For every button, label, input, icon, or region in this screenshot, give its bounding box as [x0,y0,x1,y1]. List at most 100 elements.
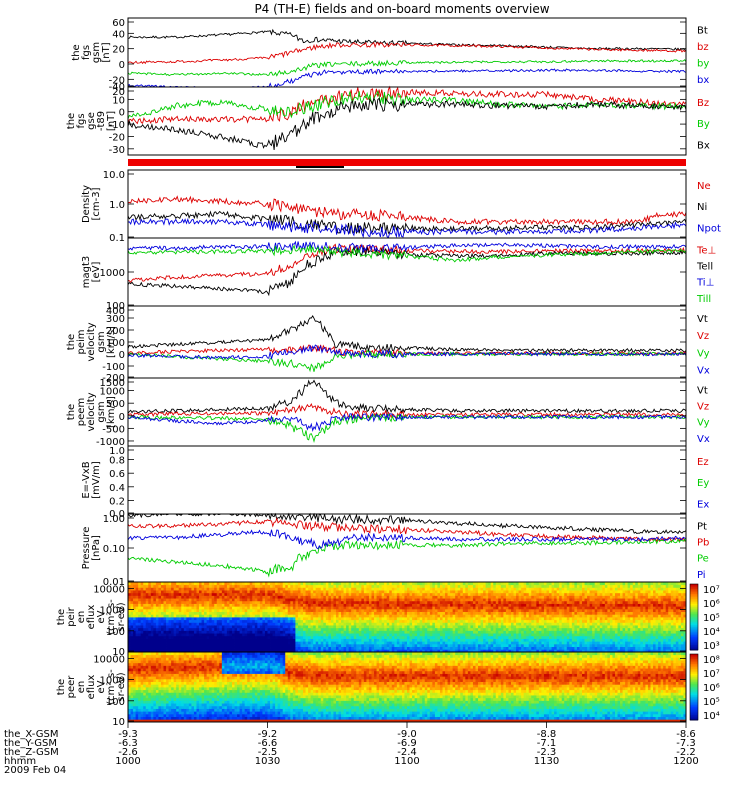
heatmap-cell [546,606,550,610]
heatmap-cell [297,630,301,634]
heatmap-cell [264,606,268,610]
heatmap-cell [270,635,273,639]
heatmap-cell [559,598,563,602]
heatmap-cell [533,649,537,653]
heatmap-cell [247,595,251,599]
heatmap-cell [513,606,517,610]
heatmap-cell [275,584,279,588]
heatmap-cell [592,638,596,642]
heatmap-cell [589,622,593,626]
heatmap-cell [452,643,456,648]
heatmap-cell [138,643,142,648]
heatmap-cell [259,622,263,626]
heatmap-cell [472,608,476,613]
heatmap-cell [229,600,233,604]
heatmap-cell [531,627,535,631]
heatmap-cell [328,595,332,599]
heatmap-cell [226,622,230,626]
heatmap-cell [462,641,466,645]
heatmap-cell [467,614,471,618]
heatmap-cell [315,638,319,642]
heatmap-cell [361,643,365,648]
heatmap-cell [363,627,367,631]
heatmap-cell [470,606,474,610]
heatmap-cell [427,643,431,648]
heatmap-cell [176,598,180,602]
heatmap-cell [193,603,197,607]
heatmap-cell [389,598,393,602]
heatmap-cell [574,582,578,586]
heatmap-cell [287,630,291,634]
heatmap-cell [320,614,324,618]
heatmap-cell [133,614,137,618]
heatmap-cell [434,587,438,591]
heatmap-cell [396,598,400,602]
heatmap-cell [150,625,154,629]
heatmap-cell [305,598,309,602]
heatmap-cell [419,635,423,639]
heatmap-cell [396,622,400,626]
heatmap-cell [275,646,279,650]
heatmap-cell [140,630,144,634]
heatmap-cell [361,625,365,629]
heatmap-cell [427,630,431,634]
heatmap-cell [569,606,573,610]
heatmap-cell [546,598,550,602]
heatmap-cell [475,606,479,610]
heatmap-cell [571,587,575,591]
heatmap-cell [351,635,355,639]
heatmap-cell [424,617,428,621]
heatmap-cell [513,603,517,607]
heatmap-cell [186,627,190,631]
heatmap-cell [429,587,433,591]
heatmap-cell [166,630,169,634]
heatmap-cell [300,627,304,631]
heatmap-cell [566,638,570,642]
heatmap-cell [374,595,377,599]
heatmap-cell [384,608,388,613]
heatmap-cell [158,635,162,639]
heatmap-cell [455,627,459,631]
heatmap-cell [394,625,398,629]
heatmap-cell [196,595,200,599]
heatmap-cell [282,649,286,653]
heatmap-cell [292,611,296,615]
heatmap-cell [533,633,537,637]
heatmap-cell [386,646,390,650]
heatmap-cell [538,635,542,639]
heatmap-cell [226,649,230,653]
heatmap-cell [272,595,276,599]
heatmap-cell [313,622,317,626]
heatmap-cell [287,600,291,604]
heatmap-cell [546,638,550,642]
heatmap-cell [358,590,362,594]
heatmap-cell [536,619,540,623]
heatmap-cell [188,622,192,626]
heatmap-cell [546,603,550,607]
heatmap-cell [424,590,428,594]
heatmap-cell [437,649,441,653]
heatmap-cell [201,592,205,596]
heatmap-cell [531,592,535,596]
heatmap-cell [267,606,271,610]
heatmap-cell [229,641,233,645]
heatmap-cell [171,592,175,596]
heatmap-cell [394,608,398,613]
heatmap-cell [287,622,291,626]
heatmap-cell [171,638,175,642]
heatmap-cell [457,619,461,623]
heatmap-cell [231,614,235,618]
heatmap-cell [363,590,367,594]
heatmap-cell [576,643,580,648]
heatmap-cell [237,646,240,650]
heatmap-cell [254,592,258,596]
heatmap-cell [168,587,172,591]
heatmap-cell [358,635,362,639]
y-tick-label: 1000 [100,268,125,279]
heatmap-cell [465,614,469,618]
heatmap-cell [394,649,398,653]
heatmap-cell [592,611,596,615]
heatmap-cell [193,633,197,637]
heatmap-cell [341,630,344,634]
heatmap-cell [389,638,393,642]
